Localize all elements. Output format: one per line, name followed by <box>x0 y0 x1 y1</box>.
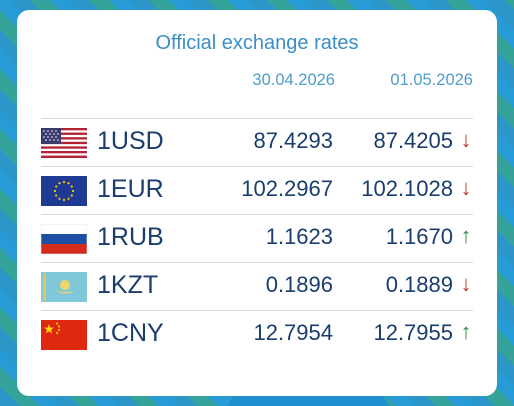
currency-code: 1KZT <box>97 271 159 299</box>
rate-row-kzt: 1KZT 0.1896 0.1889 ↓ <box>41 262 473 310</box>
date-current: 01.05.2026 <box>390 71 473 89</box>
rate-previous: 12.7954 <box>253 320 333 345</box>
rate-current: 102.1028 <box>361 176 453 201</box>
rate-row-cny: 1CNY 12.7954 12.7955 ↑ <box>41 310 473 358</box>
rate-row-usd: 1USD 87.4293 87.4205 ↓ <box>41 118 473 166</box>
exchange-rates-card: Official exchange rates 30.04.2026 01.05… <box>17 10 497 396</box>
cn-flag-icon <box>41 320 87 350</box>
rate-previous: 87.4293 <box>253 128 333 153</box>
rates-table: 1USD 87.4293 87.4205 ↓ 1EUR 102.2967 <box>41 118 473 358</box>
kz-flag-icon <box>41 272 87 302</box>
rate-previous: 0.1896 <box>265 272 333 297</box>
rate-previous: 102.2967 <box>241 176 333 201</box>
arrow-down-icon: ↓ <box>460 175 472 200</box>
ru-flag-icon <box>41 224 87 254</box>
currency-code: 1CNY <box>97 319 164 347</box>
rate-current: 0.1889 <box>385 272 453 297</box>
rate-row-eur: 1EUR 102.2967 102.1028 ↓ <box>41 166 473 214</box>
currency-code: 1RUB <box>97 223 164 251</box>
arrow-up-icon: ↑ <box>460 223 472 248</box>
arrow-down-icon: ↓ <box>460 127 472 152</box>
us-flag-icon <box>41 128 87 158</box>
currency-code: 1EUR <box>97 175 164 203</box>
rate-previous: 1.1623 <box>265 224 333 249</box>
rate-current: 12.7955 <box>373 320 453 345</box>
arrow-down-icon: ↓ <box>460 271 472 296</box>
rate-row-rub: 1RUB 1.1623 1.1670 ↑ <box>41 214 473 262</box>
rate-current: 87.4205 <box>373 128 453 153</box>
arrow-up-icon: ↑ <box>460 319 472 344</box>
rate-current: 1.1670 <box>385 224 453 249</box>
currency-code: 1USD <box>97 127 164 155</box>
card-title: Official exchange rates <box>155 32 359 54</box>
date-previous: 30.04.2026 <box>252 71 335 89</box>
eu-flag-icon <box>41 176 87 206</box>
